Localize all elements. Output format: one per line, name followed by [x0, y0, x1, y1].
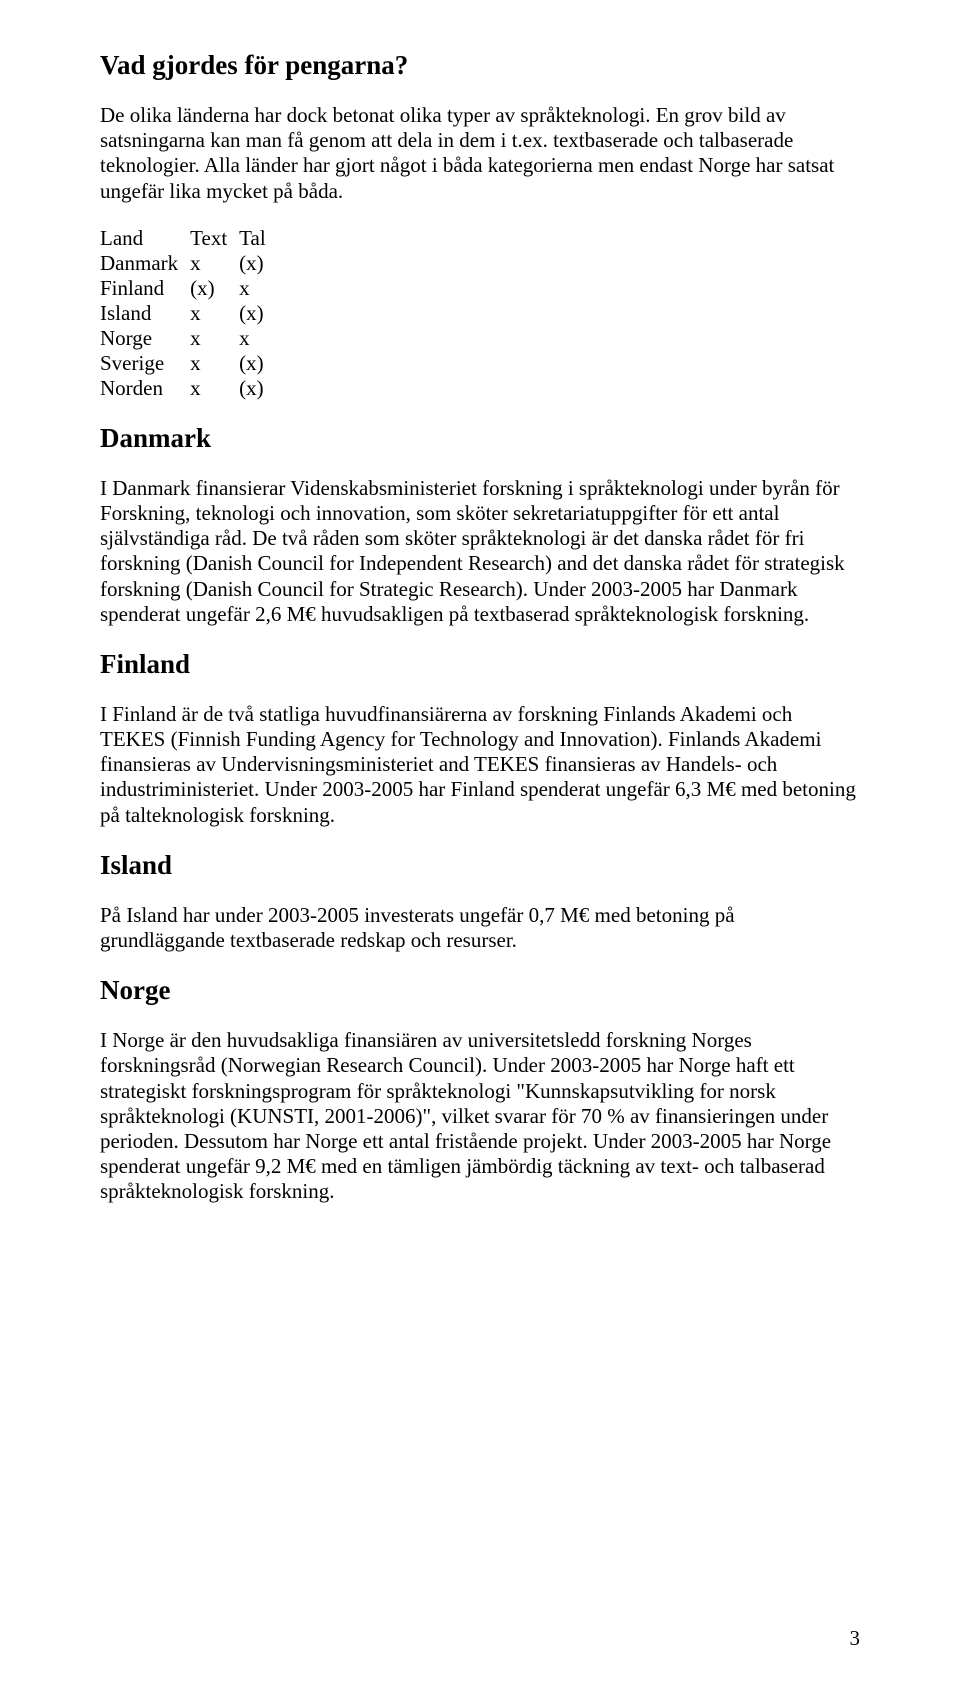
table-header-cell: Text [190, 226, 239, 251]
table-cell: x [190, 251, 239, 276]
table-cell: (x) [190, 276, 239, 301]
table-cell: x [190, 301, 239, 326]
table-cell: Norden [100, 376, 190, 401]
table-cell: x [239, 326, 278, 351]
section-body-finland: I Finland är de två statliga huvudfinans… [100, 702, 860, 828]
table-cell: Danmark [100, 251, 190, 276]
table-cell: x [190, 376, 239, 401]
table-cell: (x) [239, 301, 278, 326]
table-cell: (x) [239, 351, 278, 376]
table-cell: Island [100, 301, 190, 326]
page-title: Vad gjordes för pengarna? [100, 50, 860, 81]
table-cell: Norge [100, 326, 190, 351]
table-row: Norge x x [100, 326, 278, 351]
table-header-cell: Tal [239, 226, 278, 251]
table-header-cell: Land [100, 226, 190, 251]
section-heading-danmark: Danmark [100, 423, 860, 454]
table-row: Danmark x (x) [100, 251, 278, 276]
section-body-norge: I Norge är den huvudsakliga finansiären … [100, 1028, 860, 1204]
table-cell: x [190, 326, 239, 351]
page-number: 3 [850, 1626, 861, 1651]
table-row: Norden x (x) [100, 376, 278, 401]
intro-paragraph: De olika länderna har dock betonat olika… [100, 103, 860, 204]
document-page: Vad gjordes för pengarna? De olika lände… [0, 0, 960, 1681]
table-cell: Sverige [100, 351, 190, 376]
table-row: Finland (x) x [100, 276, 278, 301]
section-body-island: På Island har under 2003-2005 investerat… [100, 903, 860, 953]
section-body-danmark: I Danmark finansierar Videnskabsminister… [100, 476, 860, 627]
section-heading-finland: Finland [100, 649, 860, 680]
table-cell: (x) [239, 376, 278, 401]
table-header-row: Land Text Tal [100, 226, 278, 251]
country-table: Land Text Tal Danmark x (x) Finland (x) … [100, 226, 278, 401]
section-heading-norge: Norge [100, 975, 860, 1006]
table-row: Island x (x) [100, 301, 278, 326]
table-cell: (x) [239, 251, 278, 276]
table-cell: x [239, 276, 278, 301]
table-cell: x [190, 351, 239, 376]
table-row: Sverige x (x) [100, 351, 278, 376]
section-heading-island: Island [100, 850, 860, 881]
table-cell: Finland [100, 276, 190, 301]
